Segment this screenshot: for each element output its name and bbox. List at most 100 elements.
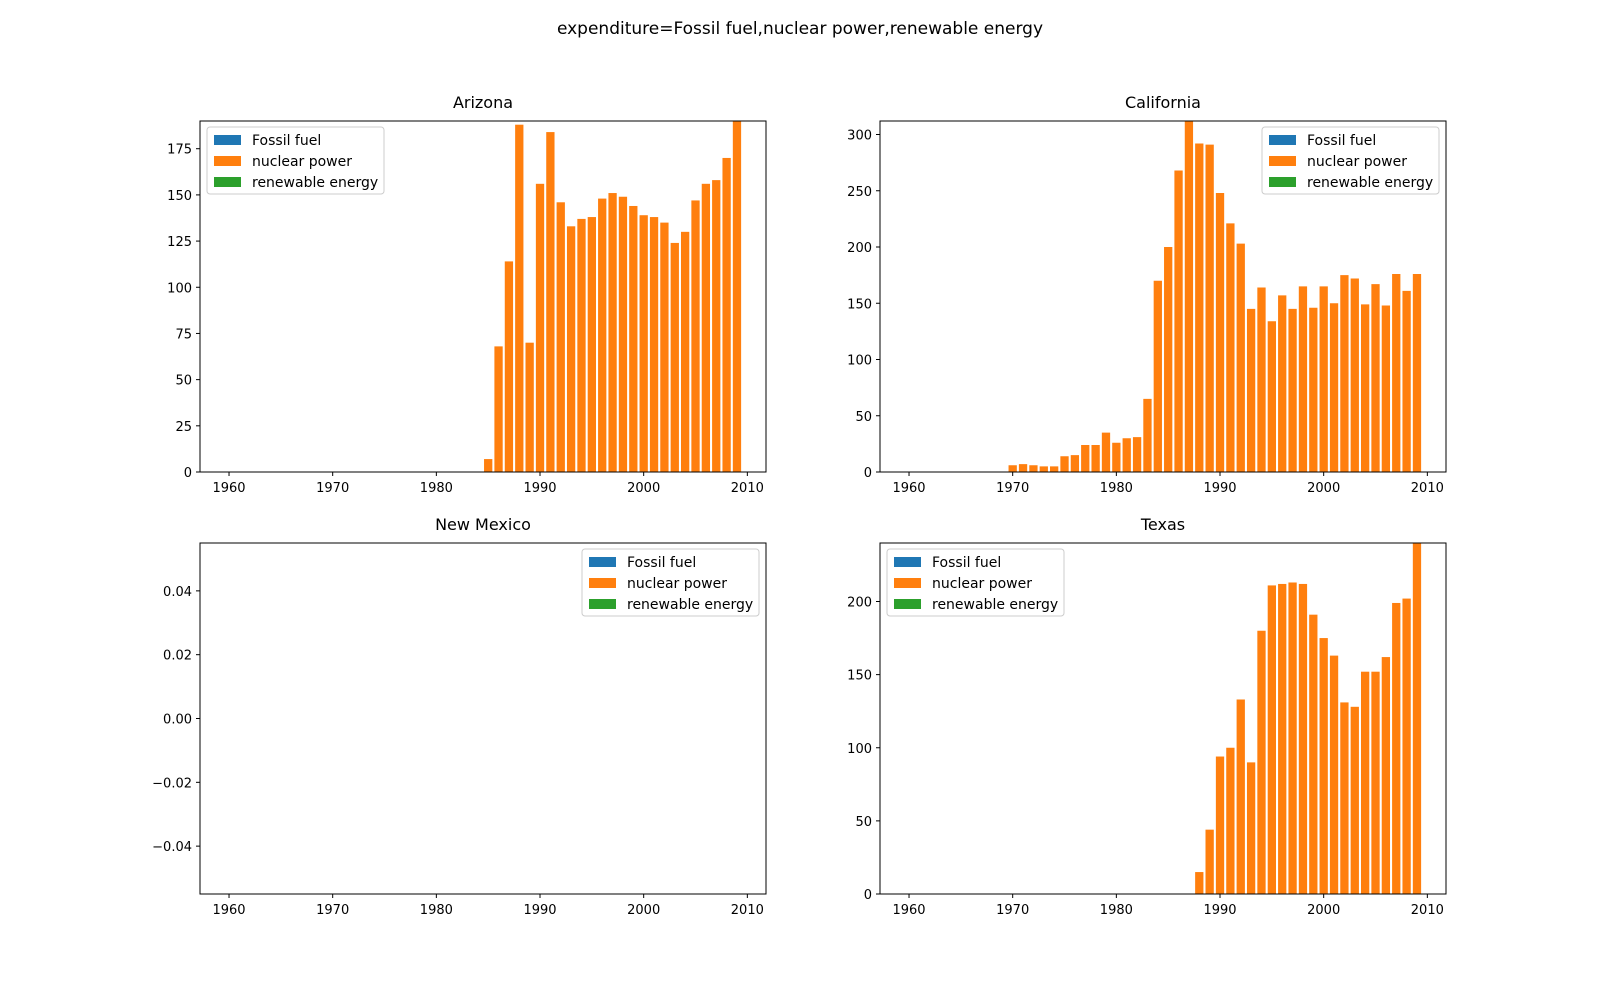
bar (1288, 308, 1297, 472)
bar (712, 180, 721, 472)
subplot-0: Arizona 1960 1970 1980 1990 2000 2010 0 25 50 75 10… (167, 93, 767, 496)
bar (1029, 465, 1038, 472)
legend: Fossil fuel nuclear power renewable energy (581, 548, 760, 617)
legend-box (1261, 126, 1440, 195)
x-tick-label: 2000 (1307, 903, 1340, 918)
bar (598, 198, 607, 472)
x-tick-label: 1960 (892, 481, 925, 496)
y-tick-label: 0.04 (163, 585, 192, 600)
x-tick-label: 2000 (1307, 481, 1340, 496)
bar (1008, 465, 1017, 472)
bar (1257, 287, 1266, 472)
bar (1205, 144, 1214, 472)
subplot-title: Arizona (453, 93, 513, 112)
y-tick-label: 50 (855, 410, 872, 425)
bar-group (1008, 121, 1422, 472)
bar (1319, 286, 1328, 472)
y-tick-label: 0 (864, 466, 872, 481)
legend-swatch (589, 599, 616, 609)
bar (1371, 671, 1380, 894)
y-tick-label: 250 (847, 185, 872, 200)
y-tick-label: 100 (847, 354, 872, 369)
bar (1360, 304, 1370, 472)
y-tick-label: −0.04 (152, 840, 192, 855)
bar (515, 124, 524, 472)
bar (1205, 829, 1214, 894)
bar (1153, 280, 1162, 472)
bar (629, 205, 638, 472)
bar (1350, 278, 1359, 472)
legend: Fossil fuel nuclear power renewable energy (206, 126, 385, 195)
x-tick-label: 1960 (212, 481, 245, 496)
bar (504, 261, 514, 472)
legend-swatch (589, 557, 616, 567)
legend-swatch (894, 578, 921, 588)
bar (1267, 585, 1276, 894)
bar (1215, 756, 1225, 894)
bar (1060, 456, 1069, 472)
bar (1402, 598, 1411, 894)
bar (1246, 762, 1256, 894)
bar (1288, 582, 1297, 894)
legend: Fossil fuel nuclear power renewable energy (1261, 126, 1440, 195)
bar (691, 200, 700, 472)
bar (1329, 303, 1339, 472)
legend-swatch (1269, 135, 1296, 145)
subplot-1: California 1960 1970 1980 1990 2000 2010 0 50 100… (847, 93, 1447, 496)
bar (680, 231, 690, 472)
bar (1309, 614, 1318, 894)
bar (1039, 466, 1048, 472)
x-tick-label: 2000 (627, 481, 660, 496)
bar (1402, 290, 1411, 472)
subplot-title: New Mexico (435, 515, 531, 534)
bar (1050, 466, 1059, 472)
bar (608, 193, 617, 472)
bar (1412, 543, 1422, 894)
bar (1350, 706, 1359, 894)
y-tick-label: 50 (855, 815, 872, 830)
bar (1226, 223, 1235, 472)
legend-swatch (589, 578, 616, 588)
legend-swatch (894, 557, 921, 567)
x-tick-label: 1970 (316, 903, 349, 918)
legend-label: nuclear power (1307, 154, 1407, 170)
legend-label: Fossil fuel (932, 555, 1001, 571)
x-tick-label: 1990 (1203, 481, 1236, 496)
bar (1360, 671, 1370, 894)
subplot-2: New Mexico 1960 1970 1980 1990 2000 2010 −0.04 −… (152, 515, 767, 918)
legend-box (886, 548, 1065, 617)
subplot-3: Texas 1960 1970 1980 1990 2000 2010 0 50 100 150 20… (847, 515, 1447, 918)
y-tick-label: 150 (847, 297, 872, 312)
bar (1184, 121, 1194, 472)
y-tick-label: 150 (167, 189, 192, 204)
bar (1112, 442, 1121, 472)
bar-group (484, 121, 742, 472)
legend-label: Fossil fuel (1307, 133, 1376, 149)
legend: Fossil fuel nuclear power renewable energy (886, 548, 1065, 617)
axes-frame (879, 120, 1447, 473)
bar (1309, 307, 1318, 472)
bar (1319, 638, 1328, 894)
y-tick-label: 0 (864, 888, 872, 903)
x-tick-label: 2000 (627, 903, 660, 918)
y-tick-label: 25 (175, 420, 192, 435)
bar (494, 346, 503, 472)
x-tick-label: 2010 (731, 903, 764, 918)
bar (1132, 437, 1142, 472)
bar (1392, 274, 1401, 472)
bar (1195, 872, 1204, 894)
bar (1236, 243, 1245, 472)
legend-label: renewable energy (932, 597, 1058, 613)
bar (722, 157, 731, 472)
bar (1381, 657, 1391, 894)
bar (1340, 702, 1349, 894)
bar (1381, 305, 1391, 472)
bar (1143, 398, 1152, 472)
axes-frame (199, 120, 767, 473)
bar (1070, 455, 1080, 472)
legend-box (206, 126, 385, 195)
legend-label: nuclear power (932, 576, 1032, 592)
bar (546, 132, 555, 472)
legend-box (581, 548, 760, 617)
